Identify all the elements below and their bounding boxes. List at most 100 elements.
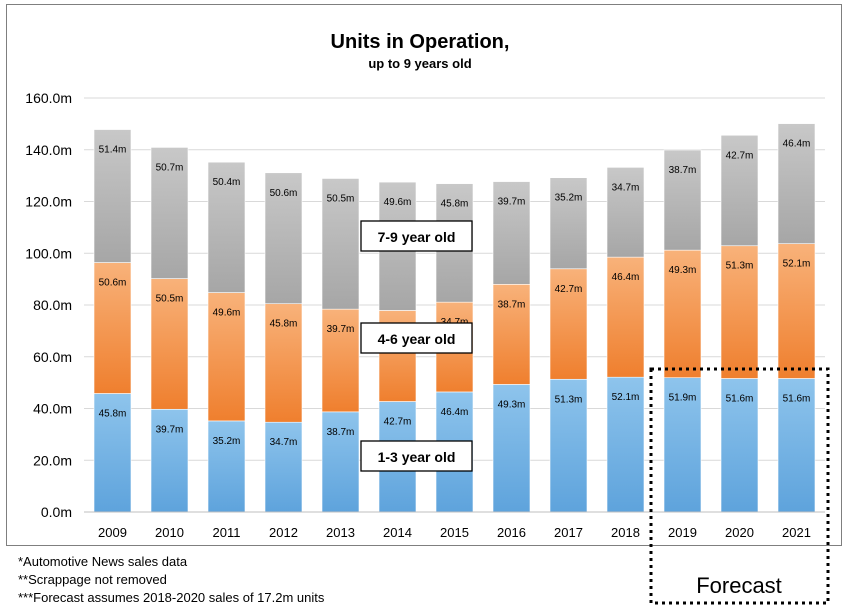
x-tick-label: 2017 bbox=[554, 525, 583, 540]
bar-segment bbox=[93, 129, 132, 263]
y-tick-label: 160.0m bbox=[25, 90, 72, 106]
x-tick-label: 2020 bbox=[725, 525, 754, 540]
data-label: 34.7m bbox=[270, 437, 298, 448]
bar-segment bbox=[663, 249, 702, 379]
x-tick-label: 2019 bbox=[668, 525, 697, 540]
bar-segment bbox=[207, 292, 246, 422]
series-label: 1-3 year old bbox=[378, 449, 456, 465]
bar-segment bbox=[492, 283, 531, 385]
data-label: 51.6m bbox=[726, 393, 754, 404]
bar-segment bbox=[492, 181, 531, 285]
bar-segment bbox=[549, 177, 588, 270]
series-label-box bbox=[360, 220, 473, 252]
x-tick-label: 2013 bbox=[326, 525, 355, 540]
x-tick-label: 2014 bbox=[383, 525, 412, 540]
bar-segment bbox=[93, 262, 132, 394]
y-tick-label: 100.0m bbox=[25, 245, 72, 261]
x-tick-label: 2010 bbox=[155, 525, 184, 540]
series-label: 7-9 year old bbox=[378, 229, 456, 245]
bar-segment bbox=[321, 308, 360, 413]
data-label: 52.1m bbox=[783, 259, 811, 270]
data-label: 42.7m bbox=[384, 417, 412, 428]
data-label: 50.6m bbox=[99, 278, 127, 289]
bar-segment bbox=[606, 376, 645, 513]
y-tick-label: 20.0m bbox=[33, 452, 72, 468]
data-label: 49.6m bbox=[213, 308, 241, 319]
data-label: 46.4m bbox=[441, 407, 469, 418]
bar-segment bbox=[492, 384, 531, 513]
data-label: 38.7m bbox=[327, 427, 355, 438]
y-tick-label: 80.0m bbox=[33, 297, 72, 313]
data-label: 42.7m bbox=[555, 284, 583, 295]
series-label: 4-6 year old bbox=[378, 331, 456, 347]
data-label: 52.1m bbox=[612, 392, 640, 403]
bar-segment bbox=[663, 149, 702, 251]
data-label: 46.4m bbox=[612, 272, 640, 283]
bar-segment bbox=[663, 377, 702, 513]
bar-segment bbox=[321, 411, 360, 513]
data-label: 35.2m bbox=[555, 193, 583, 204]
data-label: 35.2m bbox=[213, 436, 241, 447]
data-label: 34.7m bbox=[612, 182, 640, 193]
data-label: 45.8m bbox=[99, 408, 127, 419]
bar-segment bbox=[549, 378, 588, 513]
data-label: 39.7m bbox=[498, 197, 526, 208]
chart-subtitle: up to 9 years old bbox=[368, 56, 471, 71]
bar-segment bbox=[321, 178, 360, 310]
forecast-label: Forecast bbox=[696, 573, 782, 598]
data-label: 46.4m bbox=[783, 139, 811, 150]
data-label: 50.5m bbox=[156, 294, 184, 305]
x-tick-label: 2018 bbox=[611, 525, 640, 540]
bar-segment bbox=[264, 421, 303, 513]
x-tick-label: 2021 bbox=[782, 525, 811, 540]
data-label: 51.3m bbox=[726, 261, 754, 272]
data-label: 51.4m bbox=[99, 145, 127, 156]
x-tick-label: 2009 bbox=[98, 525, 127, 540]
chart-title: Units in Operation, bbox=[331, 31, 510, 53]
forecast-box bbox=[649, 367, 830, 605]
bar-segment bbox=[207, 420, 246, 513]
bar-segment bbox=[207, 161, 246, 293]
data-label: 42.7m bbox=[726, 150, 754, 161]
data-label: 51.9m bbox=[669, 393, 697, 404]
y-tick-label: 60.0m bbox=[33, 349, 72, 365]
data-label: 50.4m bbox=[213, 177, 241, 188]
y-tick-label: 120.0m bbox=[25, 194, 72, 210]
data-label: 51.3m bbox=[555, 394, 583, 405]
bar-segment bbox=[264, 303, 303, 423]
bar-segment bbox=[549, 268, 588, 380]
bar-segment bbox=[777, 243, 816, 379]
data-label: 45.8m bbox=[270, 319, 298, 330]
data-label: 50.7m bbox=[156, 162, 184, 173]
data-label: 49.3m bbox=[498, 399, 526, 410]
bar-segment bbox=[777, 123, 816, 244]
data-label: 38.7m bbox=[669, 165, 697, 176]
bar-segment bbox=[606, 167, 645, 258]
series-label-box bbox=[360, 440, 473, 472]
y-tick-label: 0.0m bbox=[41, 504, 72, 520]
data-label: 38.7m bbox=[498, 299, 526, 310]
data-label: 50.5m bbox=[327, 193, 355, 204]
data-label: 50.6m bbox=[270, 188, 298, 199]
data-label: 45.8m bbox=[441, 199, 469, 210]
y-tick-label: 140.0m bbox=[25, 142, 72, 158]
bar-segment bbox=[264, 172, 303, 305]
x-tick-label: 2012 bbox=[269, 525, 298, 540]
x-tick-label: 2011 bbox=[213, 525, 241, 540]
bar-segment bbox=[150, 278, 189, 410]
data-label: 39.7m bbox=[156, 424, 184, 435]
x-tick-label: 2015 bbox=[440, 525, 469, 540]
x-tick-label: 2016 bbox=[497, 525, 526, 540]
data-label: 49.6m bbox=[384, 197, 412, 208]
data-label: 39.7m bbox=[327, 324, 355, 335]
footnote-1: *Automotive News sales data bbox=[18, 554, 188, 569]
bar-segment bbox=[606, 256, 645, 378]
bar-segment bbox=[720, 134, 759, 247]
footnote-2: **Scrappage not removed bbox=[18, 572, 167, 587]
data-label: 49.3m bbox=[669, 265, 697, 276]
y-tick-label: 40.0m bbox=[33, 401, 72, 417]
series-label-box bbox=[360, 322, 473, 354]
footnote-3: ***Forecast assumes 2018-2020 sales of 1… bbox=[18, 590, 325, 605]
bar-segment bbox=[150, 147, 189, 279]
